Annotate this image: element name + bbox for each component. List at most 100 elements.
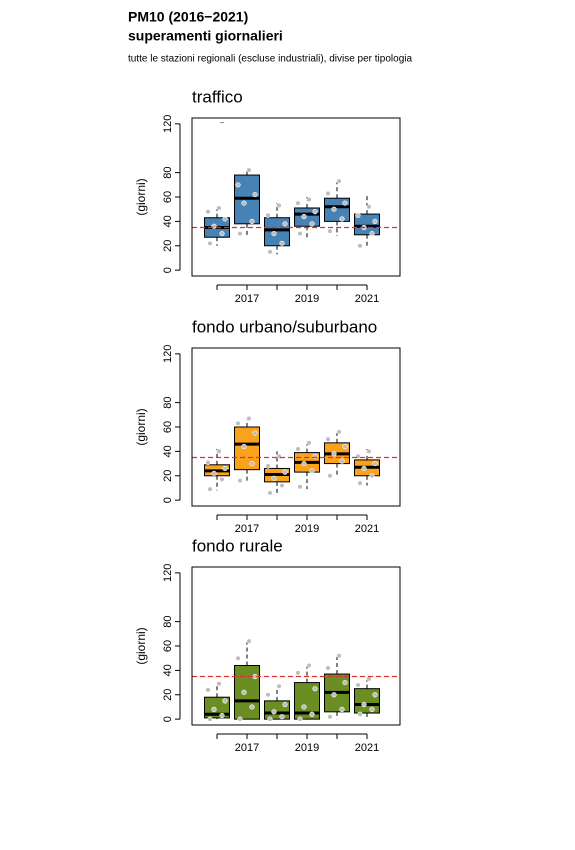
data-point	[327, 473, 333, 479]
y-axis-label: (giorni)	[134, 627, 148, 664]
y-tick-label: 80	[162, 396, 174, 408]
data-point	[282, 469, 288, 475]
data-point	[279, 714, 285, 720]
data-point	[355, 212, 361, 218]
y-tick-label: 60	[162, 191, 174, 203]
data-point	[309, 221, 315, 227]
data-point	[211, 470, 217, 476]
x-tick-label: 2017	[235, 742, 259, 754]
data-point	[325, 190, 331, 196]
data-point	[336, 429, 342, 435]
x-tick-label: 2021	[355, 523, 379, 535]
data-point	[276, 683, 282, 689]
data-point	[357, 243, 363, 249]
data-point	[241, 200, 247, 206]
data-point	[282, 701, 288, 708]
data-point	[327, 228, 333, 234]
data-point	[249, 460, 255, 467]
data-point	[295, 446, 301, 452]
data-point	[222, 698, 228, 704]
data-point	[271, 475, 277, 481]
data-point	[306, 196, 312, 203]
data-point	[297, 484, 303, 490]
data-point	[246, 167, 252, 173]
data-point	[249, 218, 255, 224]
data-point	[339, 706, 345, 712]
data-point	[312, 209, 318, 215]
data-point	[297, 716, 303, 722]
data-point	[216, 448, 222, 454]
y-tick-label: 0	[162, 497, 174, 503]
data-point	[297, 230, 303, 237]
data-point	[207, 716, 213, 722]
y-tick-label: 80	[162, 615, 174, 627]
page-subtitle: superamenti giornalieri	[128, 28, 283, 44]
data-point	[369, 473, 375, 479]
data-point	[342, 443, 348, 450]
x-tick-label: 2019	[295, 293, 319, 305]
x-tick-label: 2021	[355, 293, 379, 305]
data-point	[336, 178, 342, 184]
y-tick-label: 40	[162, 445, 174, 457]
data-point	[205, 209, 211, 215]
y-tick-label: 0	[162, 267, 174, 273]
data-point	[357, 480, 363, 486]
data-point	[369, 706, 375, 712]
panel-title: fondo urbano/suburbano	[192, 317, 377, 336]
data-point	[267, 490, 273, 496]
data-point	[325, 665, 331, 671]
data-point	[295, 200, 301, 206]
data-point	[241, 443, 247, 450]
data-point	[309, 711, 315, 717]
y-tick-label: 20	[162, 470, 174, 482]
x-tick-label: 2021	[355, 742, 379, 754]
data-point	[252, 191, 258, 198]
data-point	[219, 476, 225, 483]
data-point	[357, 711, 363, 717]
data-point	[205, 687, 211, 693]
data-point	[309, 468, 315, 474]
data-point	[222, 465, 228, 472]
data-point	[325, 436, 331, 442]
data-point	[336, 653, 342, 659]
data-point	[235, 420, 241, 426]
data-point	[235, 182, 241, 188]
data-point	[237, 716, 243, 722]
panel-title: traffico	[192, 87, 243, 106]
data-point	[331, 451, 337, 457]
data-point	[369, 230, 375, 237]
data-point	[366, 204, 372, 210]
data-point	[235, 655, 241, 661]
y-tick-label: 60	[162, 421, 174, 433]
data-point	[355, 682, 361, 688]
y-tick-label: 0	[162, 716, 174, 722]
y-axis-label: (giorni)	[134, 408, 148, 445]
data-point	[312, 686, 318, 692]
data-point	[237, 230, 243, 237]
data-point	[276, 202, 282, 209]
data-point	[301, 460, 307, 467]
data-point	[246, 415, 252, 422]
plot-frame	[191, 566, 401, 726]
page-title: PM10 (2016−2021)	[128, 9, 248, 25]
data-point	[306, 662, 312, 669]
data-point	[279, 482, 285, 489]
box	[234, 665, 260, 720]
data-point	[306, 440, 312, 446]
x-tick-label: 2019	[295, 523, 319, 535]
data-point	[265, 692, 271, 698]
data-point	[271, 709, 277, 715]
data-point	[331, 206, 337, 212]
data-point	[342, 200, 348, 206]
y-tick-label: 40	[162, 215, 174, 227]
box	[354, 213, 380, 236]
data-point	[361, 701, 367, 708]
data-point	[241, 689, 247, 695]
data-point	[372, 692, 378, 698]
data-point	[252, 430, 258, 436]
x-tick-label: 2019	[295, 742, 319, 754]
data-point	[219, 230, 225, 237]
data-point	[372, 460, 378, 467]
y-tick-label: 120	[162, 345, 174, 363]
data-point	[339, 458, 345, 464]
